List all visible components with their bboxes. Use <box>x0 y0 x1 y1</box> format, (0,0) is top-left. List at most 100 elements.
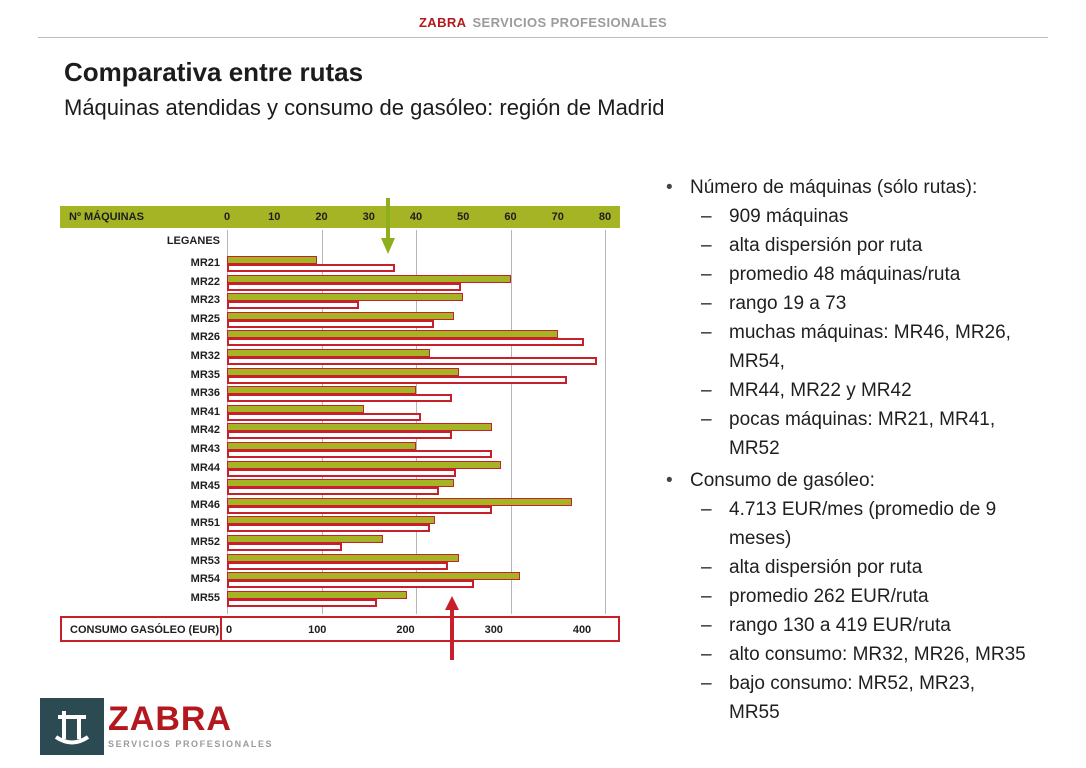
axis-tick: 60 <box>504 211 517 223</box>
bullet-item: – muchas máquinas: MR46, MR26, MR54, <box>656 318 1068 376</box>
red-up-arrow-icon <box>445 596 460 660</box>
gridline <box>321 230 323 614</box>
header-brand: ZABRA <box>418 15 467 30</box>
machines-bar <box>227 293 463 302</box>
bullet-text: 909 máquinas <box>729 206 849 227</box>
row-label: MR41 <box>190 405 220 418</box>
bullet-text: promedio 262 EUR/ruta <box>729 586 929 607</box>
consumo-bar <box>227 338 584 347</box>
row-label: MR26 <box>190 331 220 344</box>
machines-axis-label: Nº MÁQUINAS <box>69 211 144 223</box>
axis-tick: 200 <box>396 624 415 636</box>
bullet-list: • Número de máquinas (sólo rutas): –909 má… <box>656 173 1068 727</box>
zabra-logo: ZABRA SERVICIOS PROFESIONALES <box>40 698 273 755</box>
chart-row: MR43 <box>60 440 620 459</box>
axis-tick: 0 <box>225 624 233 636</box>
dash-marker: – <box>701 499 712 520</box>
row-label: MR44 <box>190 461 220 474</box>
consumo-bar <box>227 505 492 514</box>
row-label: MR51 <box>190 517 220 530</box>
page-title: Comparativa entre rutas <box>64 57 364 87</box>
consumo-bar <box>227 282 461 291</box>
bullet-text: promedio 48 máquinas/ruta <box>729 264 961 285</box>
chart-row: MR22 <box>60 273 620 292</box>
dash-marker: – <box>701 293 712 314</box>
bullet-item: • Consumo de gasóleo: <box>656 466 1068 495</box>
machines-bar <box>227 460 501 469</box>
chart-row: MR32 <box>60 347 620 366</box>
chart-row: MR41 <box>60 403 620 422</box>
machines-bar <box>227 330 558 339</box>
machines-bar <box>227 553 459 562</box>
bullet-item: – alta dispersión por ruta <box>656 231 1068 260</box>
axis-tick: 50 <box>457 211 470 223</box>
bullet-item: – rango 130 a 419 EUR/ruta <box>656 611 1068 640</box>
machines-bar <box>227 497 572 506</box>
bullet-text: MR44, MR22 y MR42 <box>729 380 912 401</box>
axis-tick: 20 <box>315 211 328 223</box>
bullet-text: pocas máquinas: MR21, MR41, MR52 <box>729 409 996 459</box>
dash-marker: – <box>701 615 712 636</box>
row-label: MR55 <box>190 591 220 604</box>
zabra-logo-subtitle: SERVICIOS PROFESIONALES <box>108 739 274 749</box>
row-label: MR35 <box>190 368 220 381</box>
zabra-logo-text: ZABRA SERVICIOS PROFESIONALES <box>108 698 273 749</box>
machines-bar <box>227 441 416 450</box>
chart-row: MR25 <box>60 310 620 329</box>
row-label: MR42 <box>190 424 220 437</box>
bullet-item: – alta dispersión por ruta <box>656 553 1068 582</box>
header-divider <box>38 37 1048 38</box>
chart-row: MR42 <box>60 421 620 440</box>
zabra-logo-icon <box>54 710 90 744</box>
consumo-axis: CONSUMO GASÓLEO (EUR) 0 100 200 300 400 <box>60 616 620 642</box>
chart-row: MR53 <box>60 552 620 571</box>
bullet-text: alto consumo: MR32, MR26, MR35 <box>729 644 1026 665</box>
machines-bar <box>227 274 511 283</box>
bullet-item: • Número de máquinas (sólo rutas): <box>656 173 1068 202</box>
bullets-panel: • Número de máquinas (sólo rutas): –909 má… <box>656 170 1068 727</box>
bullet-text: alta dispersión por ruta <box>729 557 923 578</box>
consumo-bar <box>227 375 567 384</box>
bullet-text: bajo consumo: MR52, MR23, MR55 <box>729 673 976 723</box>
bullet-item: –4.713 EUR/mes (promedio de 9 meses) <box>656 495 1068 553</box>
consumo-bar <box>227 264 395 272</box>
axis-tick: 40 <box>409 211 423 223</box>
bullet-item: – pocas máquinas: MR21, MR41, MR52 <box>656 405 1068 463</box>
dash-marker: – <box>701 206 712 227</box>
bullet-item: – promedio 48 máquinas/ruta <box>656 260 1068 289</box>
chart-row: MR44 <box>60 459 620 478</box>
consumo-bar <box>227 319 434 328</box>
bullet-text: Número de máquinas (sólo rutas): <box>690 177 978 198</box>
top-header: ZABRA SERVICIOS PROFESIONALES <box>0 15 1086 30</box>
dash-marker: – <box>701 586 712 607</box>
axis-tick: 10 <box>268 211 281 223</box>
axis-tick: 30 <box>362 211 375 223</box>
header-brand-suffix: SERVICIOS PROFESIONALES <box>472 15 668 30</box>
bullet-text: muchas máquinas: MR46, MR26, MR54, <box>729 322 1011 372</box>
axis-tick: 100 <box>308 624 327 636</box>
consumo-bar <box>227 356 597 365</box>
consumo-axis-divider <box>220 618 222 640</box>
machines-bar <box>227 516 435 525</box>
bullet-item: – alto consumo: MR32, MR26, MR35 <box>656 640 1068 669</box>
bullet-item: – MR44, MR22 y MR42 <box>656 376 1068 405</box>
machines-bar <box>227 404 364 413</box>
dash-marker: – <box>701 235 712 256</box>
chart-row: MR51 <box>60 514 620 533</box>
consumo-bar <box>227 598 377 607</box>
gridline <box>605 230 606 614</box>
machines-bar <box>227 423 492 432</box>
dash-marker: – <box>701 673 712 694</box>
bullet-item: – rango 19 a 73 <box>656 289 1068 318</box>
gridline <box>416 230 417 614</box>
row-label: MR43 <box>190 442 220 455</box>
consumo-bar <box>227 431 452 440</box>
bullet-text: alta dispersión por ruta <box>729 235 923 256</box>
chart-row: MR23 <box>60 291 620 310</box>
machines-bar <box>227 479 454 488</box>
row-label: MR32 <box>190 349 220 362</box>
bullet-marker: • <box>666 470 673 491</box>
bullet-marker: • <box>666 177 673 198</box>
consumo-bar <box>227 468 456 477</box>
